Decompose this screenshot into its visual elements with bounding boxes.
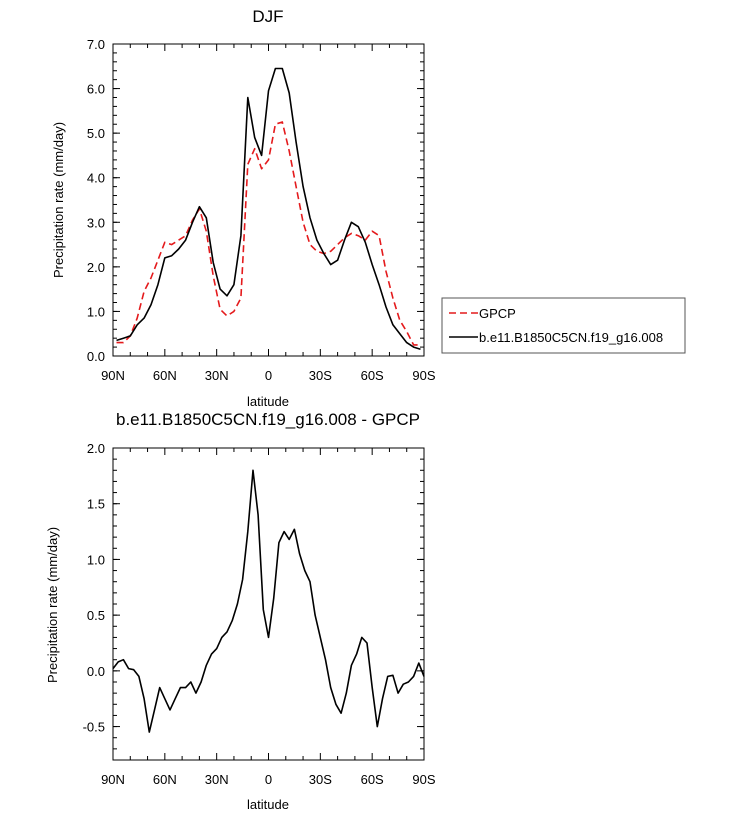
top-y-axis-label: Precipitation rate (mm/day): [51, 122, 66, 278]
bottom-panel: b.e11.B1850C5CN.f19_g16.008 - GPCP 90N 60…: [45, 410, 436, 812]
x-tick-label: 90N: [101, 368, 125, 383]
top-axis-ticks: [112, 43, 425, 357]
y-tick-label: 1.5: [87, 497, 105, 512]
y-tick-label: -0.5: [83, 720, 105, 735]
x-tick-label: 90N: [101, 772, 125, 787]
x-tick-label: 0: [265, 368, 272, 383]
top-y-tick-labels: 0.0 1.0 2.0 3.0 4.0 5.0 6.0 7.0: [87, 37, 105, 364]
x-tick-label: 60N: [153, 772, 177, 787]
bottom-y-axis-label: Precipitation rate (mm/day): [45, 527, 60, 683]
x-tick-label: 30N: [205, 368, 229, 383]
legend-box: [441, 297, 686, 354]
y-tick-label: 2.0: [87, 441, 105, 456]
y-tick-label: 6.0: [87, 82, 105, 97]
x-tick-label: 30N: [205, 772, 229, 787]
y-tick-label: 1.0: [87, 304, 105, 319]
y-tick-label: 0.0: [87, 349, 105, 364]
y-tick-label: 1.0: [87, 552, 105, 567]
bottom-series-lines: [112, 469, 425, 733]
top-panel: DJF 90N 60N 30N 0 30S 60S 90S 0.0 1.0 2.0 3.0 4.0 5…: [51, 7, 436, 409]
x-tick-label: 60S: [361, 368, 384, 383]
x-tick-label: 0: [265, 772, 272, 787]
x-tick-label: 90S: [412, 368, 435, 383]
bottom-x-axis-label: latitude: [247, 797, 289, 812]
y-tick-label: 2.0: [87, 260, 105, 275]
bottom-series-line-0: [112, 469, 425, 733]
x-tick-label: 90S: [412, 772, 435, 787]
top-x-tick-labels: 90N 60N 30N 0 30S 60S 90S: [101, 368, 436, 383]
x-tick-label: 30S: [309, 772, 332, 787]
bottom-x-tick-labels: 90N 60N 30N 0 30S 60S 90S: [101, 772, 436, 787]
y-tick-label: 0.0: [87, 664, 105, 679]
bottom-y-tick-labels: -0.5 0.0 0.5 1.0 1.5 2.0: [83, 441, 105, 735]
top-series-line-0: [116, 121, 421, 346]
x-tick-label: 60N: [153, 368, 177, 383]
legend: GPCP b.e11.B1850C5CN.f19_g16.008: [441, 297, 686, 354]
x-tick-label: 30S: [309, 368, 332, 383]
top-x-axis-label: latitude: [247, 394, 289, 409]
y-tick-label: 5.0: [87, 126, 105, 141]
top-chart-title: DJF: [252, 7, 283, 26]
top-series-lines: [116, 67, 421, 351]
bottom-chart-title: b.e11.B1850C5CN.f19_g16.008 - GPCP: [116, 410, 420, 429]
y-tick-label: 7.0: [87, 37, 105, 52]
legend-label-gpcp: GPCP: [479, 306, 516, 321]
y-tick-label: 3.0: [87, 215, 105, 230]
x-tick-label: 60S: [361, 772, 384, 787]
y-tick-label: 0.5: [87, 608, 105, 623]
bottom-plot-frame: [112, 447, 425, 761]
bottom-axis-ticks: [112, 447, 425, 761]
top-series-line-1: [116, 67, 421, 351]
y-tick-label: 4.0: [87, 171, 105, 186]
legend-label-model: b.e11.B1850C5CN.f19_g16.008: [479, 330, 663, 345]
